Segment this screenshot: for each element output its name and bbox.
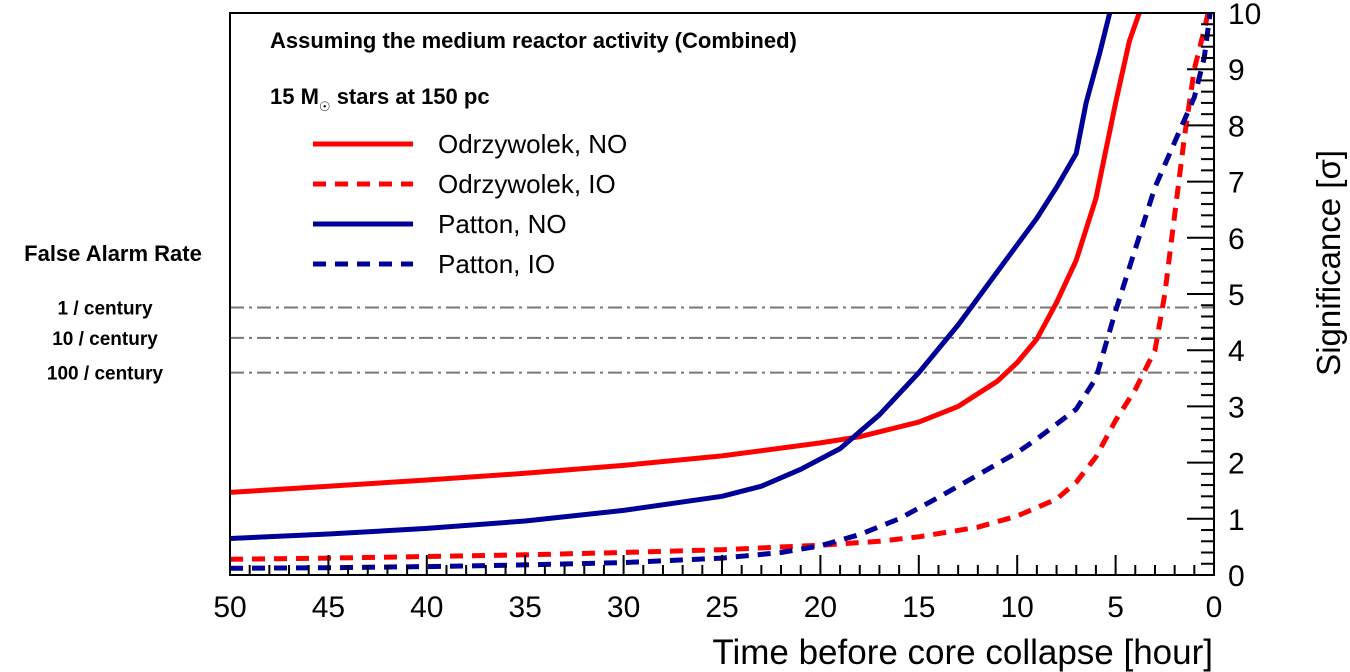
y-tick-label-7: 7 bbox=[1228, 167, 1245, 200]
x-tick-label-8: 10 bbox=[1001, 591, 1034, 624]
x-tick-label-1: 45 bbox=[312, 591, 345, 624]
y-axis-label: Significance [σ] bbox=[1310, 150, 1347, 376]
y-tick-label-0: 0 bbox=[1228, 560, 1245, 593]
x-tick-label-0: 50 bbox=[213, 591, 246, 624]
x-tick-label-3: 35 bbox=[509, 591, 542, 624]
series-curves bbox=[230, 13, 1213, 571]
x-tick-label-9: 5 bbox=[1107, 591, 1124, 624]
y-tick-label-9: 9 bbox=[1228, 54, 1245, 87]
legend: Odrzywolek, NO Odrzywolek, IO Patton, NO Pa… bbox=[313, 129, 627, 279]
legend-label-1: Odrzywolek, IO bbox=[438, 169, 616, 199]
subtitle-rest: stars at 150 pc bbox=[331, 84, 490, 109]
false-alarm-lines bbox=[230, 306, 1214, 374]
false-alarm-label-1: 10 / century bbox=[52, 329, 158, 350]
chart-subtitle: 15 M☉ stars at 150 pc bbox=[270, 84, 490, 114]
y-tick-label-2: 2 bbox=[1228, 448, 1245, 481]
series-line-0 bbox=[230, 13, 1142, 495]
y-axis-ticks: 0 1 2 3 4 5 6 7 8 9 10 bbox=[1187, 0, 1261, 593]
y-tick-label-3: 3 bbox=[1228, 391, 1245, 424]
series-line-2 bbox=[230, 13, 1113, 541]
false-alarm-labels: 1 / century 10 / century 100 / century bbox=[47, 298, 164, 384]
y-tick-label-4: 4 bbox=[1228, 335, 1245, 368]
sun-symbol: ☉ bbox=[319, 99, 331, 114]
series-line-1 bbox=[230, 13, 1211, 562]
x-tick-label-6: 20 bbox=[804, 591, 837, 624]
x-tick-label-2: 40 bbox=[410, 591, 443, 624]
false-alarm-label-0: 1 / century bbox=[57, 298, 152, 319]
subtitle-mass: 15 M bbox=[270, 84, 319, 109]
series-line-3 bbox=[230, 13, 1213, 571]
y-tick-label-10: 10 bbox=[1228, 0, 1261, 31]
false-alarm-title: False Alarm Rate bbox=[24, 241, 202, 266]
y-tick-label-6: 6 bbox=[1228, 223, 1245, 256]
y-tick-label-5: 5 bbox=[1228, 279, 1245, 312]
legend-label-0: Odrzywolek, NO bbox=[438, 129, 627, 159]
x-axis-ticks: 50 45 40 35 30 25 20 15 10 5 0 bbox=[213, 555, 1222, 624]
x-tick-label-5: 25 bbox=[705, 591, 738, 624]
x-axis-label: Time before core collapse [hour] bbox=[712, 633, 1213, 672]
y-tick-label-8: 8 bbox=[1228, 110, 1245, 143]
x-tick-label-10: 0 bbox=[1206, 591, 1223, 624]
y-tick-label-1: 1 bbox=[1228, 504, 1245, 537]
false-alarm-label-2: 100 / century bbox=[47, 364, 164, 385]
x-tick-label-7: 15 bbox=[902, 591, 935, 624]
x-tick-label-4: 30 bbox=[607, 591, 640, 624]
chart-title: Assuming the medium reactor activity (Co… bbox=[270, 28, 797, 53]
legend-label-3: Patton, IO bbox=[438, 249, 555, 279]
legend-label-2: Patton, NO bbox=[438, 209, 567, 239]
